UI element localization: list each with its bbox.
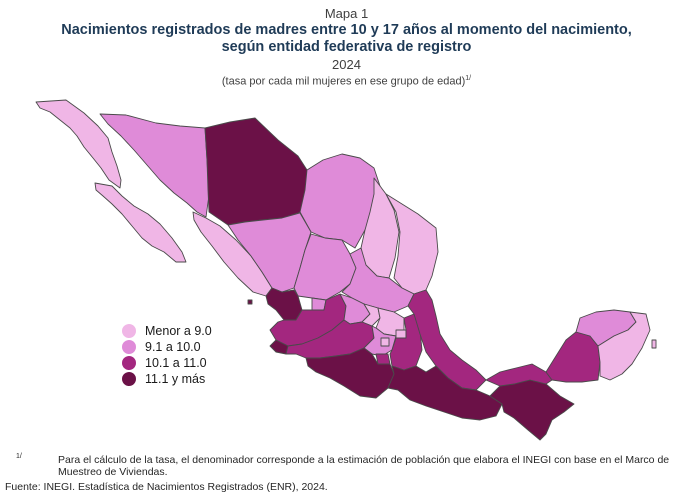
map-label: Mapa 1 (324, 6, 369, 21)
region-estado-de-mexico (363, 325, 397, 357)
map-title: Nacimientos registrados de madres entre … (61, 22, 632, 55)
region-baja-california-sur (94, 182, 187, 263)
region-ciudad-de-mexico (380, 337, 390, 347)
legend-swatch (122, 372, 136, 386)
region-baja-california (35, 99, 122, 189)
map-year: 2024 (332, 57, 361, 72)
legend-swatch (122, 324, 136, 338)
footnote-text: Para el cálculo de la tasa, el denominad… (58, 454, 670, 478)
legend-item: 10.1 a 11.0 (122, 355, 212, 371)
region-veracruz (407, 289, 487, 391)
legend-item: 11.1 y más (122, 371, 212, 387)
region-sonora (99, 113, 210, 218)
footnote-mark: 1/ (16, 453, 22, 460)
region-morelos (375, 353, 391, 365)
map-header: Mapa 1 Nacimientos registrados de madres… (0, 6, 693, 89)
legend-swatch (122, 356, 136, 370)
region-islas-marias (247, 299, 253, 305)
region-chiapas (489, 379, 575, 441)
legend-label: Menor a 9.0 (145, 324, 212, 338)
legend-label: 10.1 a 11.0 (145, 356, 207, 370)
region-chihuahua (204, 117, 308, 226)
region-tlaxcala (395, 329, 407, 339)
legend-item: Menor a 9.0 (122, 323, 212, 339)
footnote: 1/ Para el cálculo de la tasa, el denomi… (16, 453, 676, 478)
region-colima (269, 339, 289, 355)
map-legend: Menor a 9.0 9.1 a 10.0 10.1 a 11.0 11.1 … (122, 323, 212, 387)
map-unit-note-mark: 1/ (465, 75, 472, 82)
region-san-luis-potosi (341, 247, 415, 313)
map-unit: (tasa por cada mil mujeres en ese grupo … (0, 72, 693, 89)
source-note: Fuente: INEGI. Estadística de Nacimiento… (5, 481, 328, 493)
legend-item: 9.1 a 10.0 (122, 339, 212, 355)
legend-label: 11.1 y más (145, 372, 206, 386)
map-unit-text: (tasa por cada mil mujeres en ese grupo … (221, 75, 466, 88)
region-aguascalientes (311, 297, 327, 311)
legend-swatch (122, 340, 136, 354)
legend-label: 9.1 a 10.0 (145, 340, 201, 354)
region-quintana-roo (597, 311, 651, 381)
region-cozumel (651, 339, 657, 349)
region-tabasco (485, 363, 553, 387)
region-campeche (545, 331, 601, 383)
